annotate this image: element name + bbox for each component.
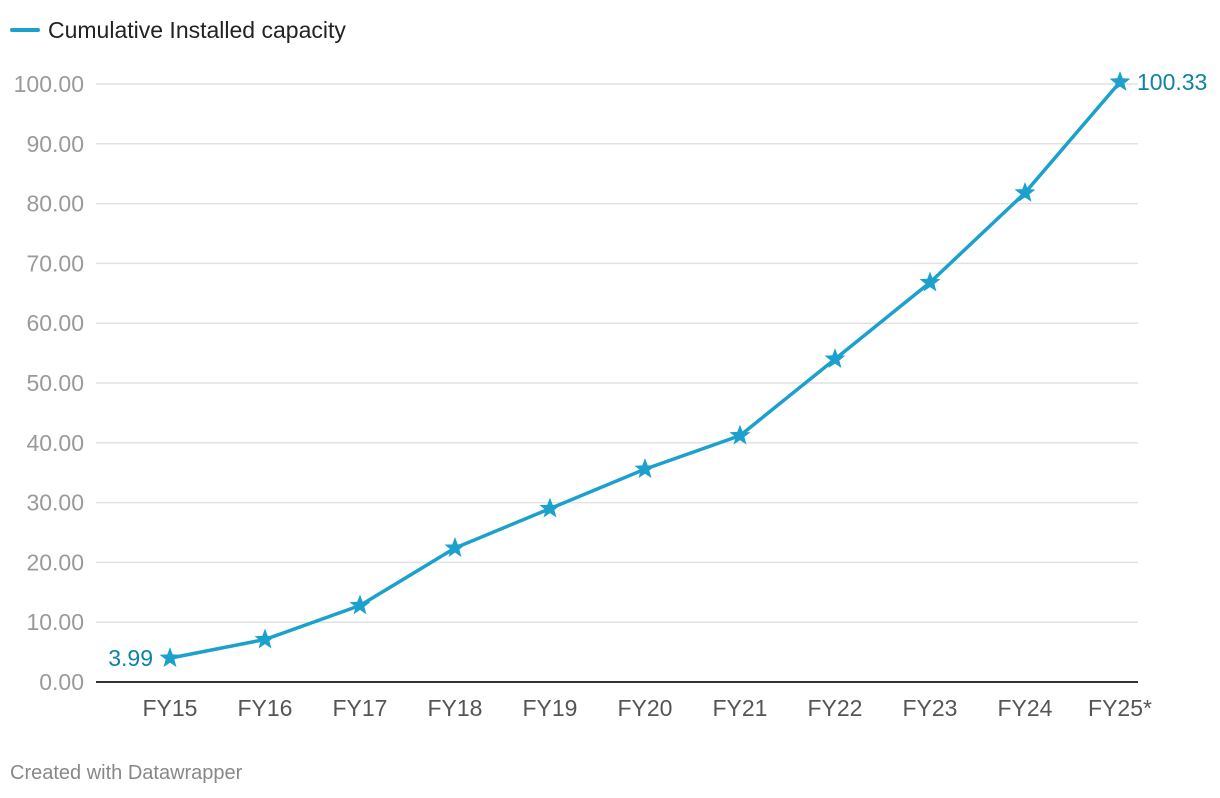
data-point-star xyxy=(729,424,751,445)
y-tick-label: 90.00 xyxy=(26,131,84,157)
data-point-star xyxy=(1109,71,1131,91)
x-tick-label: FY15 xyxy=(143,695,198,721)
x-tick-label: FY24 xyxy=(998,695,1053,721)
x-tick-label: FY19 xyxy=(523,695,578,721)
y-tick-label: 80.00 xyxy=(26,191,84,217)
y-tick-label: 70.00 xyxy=(26,250,84,276)
grid-lines xyxy=(96,83,1138,623)
data-point-star xyxy=(349,594,371,615)
data-label: 100.33 xyxy=(1137,69,1207,95)
x-tick-label: FY18 xyxy=(428,695,483,721)
legend: Cumulative Installed capacity xyxy=(10,14,346,46)
data-point-star xyxy=(444,537,466,557)
footer-credit: Created with Datawrapper xyxy=(10,762,243,784)
y-tick-label: 10.00 xyxy=(26,609,84,635)
y-tick-label: 60.00 xyxy=(26,310,84,336)
data-point-star xyxy=(824,348,846,368)
data-point-star xyxy=(919,271,941,292)
data-point-star xyxy=(159,647,181,668)
legend-swatch xyxy=(10,28,40,32)
legend-label: Cumulative Installed capacity xyxy=(48,16,346,43)
y-axis-ticks: 0.00 10.00 20.00 30.00 40.00 50.00 60.00 70.00 8… xyxy=(14,71,84,695)
y-tick-label: 30.00 xyxy=(26,490,84,516)
x-tick-label: FY22 xyxy=(808,695,863,721)
data-point-star xyxy=(634,458,656,479)
data-label: 3.99 xyxy=(108,645,153,671)
y-tick-label: 50.00 xyxy=(26,370,84,396)
y-tick-label: 40.00 xyxy=(26,430,84,456)
x-tick-label: FY17 xyxy=(333,695,388,721)
data-labels: 3.99 100.33 xyxy=(108,69,1207,671)
x-tick-label: FY23 xyxy=(903,695,958,721)
x-tick-label: FY21 xyxy=(713,695,768,721)
x-axis-ticks: FY15 FY16 FY17 FY18 FY19 FY20 FY21 FY22 FY23 FY24… xyxy=(143,695,1152,721)
series-line xyxy=(168,80,1122,660)
data-point-star xyxy=(539,497,561,518)
y-tick-label: 100.00 xyxy=(14,71,84,97)
y-tick-label: 0.00 xyxy=(39,669,84,695)
x-tick-label: FY25* xyxy=(1088,695,1152,721)
y-tick-label: 20.00 xyxy=(26,549,84,575)
x-tick-label: FY20 xyxy=(618,695,673,721)
data-point-markers xyxy=(159,71,1131,668)
data-point-star xyxy=(254,628,276,649)
x-tick-label: FY16 xyxy=(238,695,293,721)
data-point-star xyxy=(1014,181,1036,202)
